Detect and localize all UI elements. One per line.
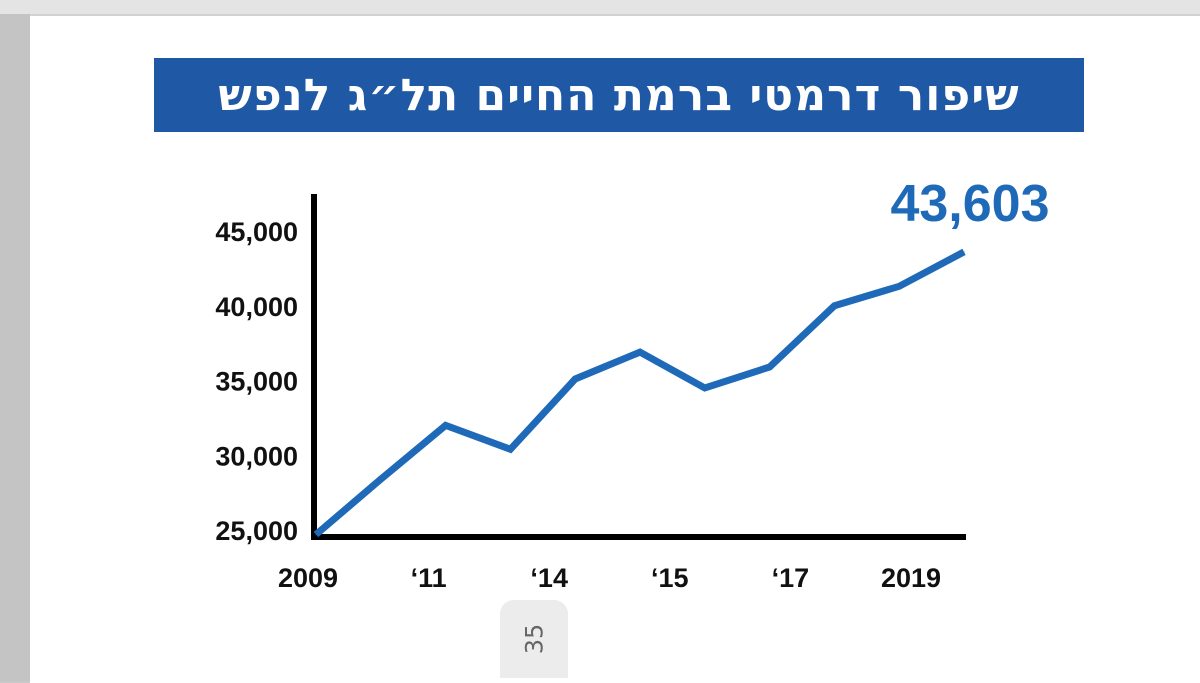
- x-tick-label: 2019: [881, 563, 941, 593]
- series-line-gdp-per-capita: [313, 248, 966, 538]
- data-point: [380, 478, 382, 480]
- chart-title: שיפור דרמטי ברמת החיים תל״ג לנפש: [218, 69, 1020, 121]
- y-tick-label: 35,000: [215, 367, 298, 397]
- viewer-left-margin: [0, 14, 30, 681]
- x-tick-label: ‘14: [530, 563, 568, 593]
- data-point: [639, 351, 641, 353]
- data-point: [833, 305, 835, 307]
- x-tick-label: ‘17: [772, 563, 810, 593]
- x-tick-label: ‘15: [651, 563, 689, 593]
- data-point: [574, 378, 576, 380]
- data-point: [445, 424, 447, 426]
- data-point: [769, 366, 771, 368]
- page-number: 35: [519, 623, 548, 655]
- page-number-indicator[interactable]: 35: [500, 600, 568, 678]
- chart-title-banner: שיפור דרמטי ברמת החיים תל״ג לנפש: [154, 58, 1084, 132]
- y-tick-label: 25,000: [215, 516, 298, 546]
- latest-value-label: 43,603: [890, 175, 1049, 233]
- data-point: [509, 448, 511, 450]
- x-tick-label: 2009: [278, 563, 338, 593]
- data-point: [704, 387, 706, 389]
- x-tick-label: ‘11: [411, 563, 447, 593]
- y-tick-label: 30,000: [215, 441, 298, 471]
- y-tick-label: 45,000: [215, 217, 298, 247]
- data-point: [898, 285, 900, 287]
- y-tick-label: 40,000: [215, 292, 298, 322]
- data-point: [963, 251, 965, 253]
- browser-top-strip: [0, 0, 1200, 14]
- data-point: [315, 534, 317, 535]
